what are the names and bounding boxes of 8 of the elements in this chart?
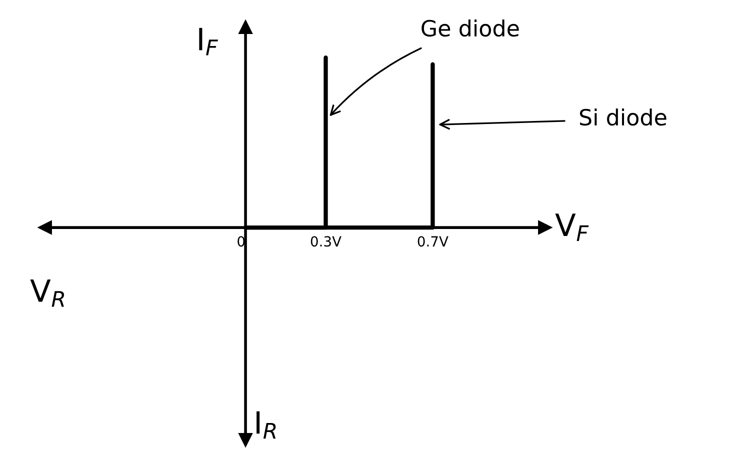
text: Si diode — [580, 108, 666, 126]
x-tick-label: 0.3V — [310, 236, 342, 247]
text: Ge diode — [422, 19, 519, 37]
x-axis-title: V$_{F}$ — [555, 214, 589, 241]
y-axis-title: I$_{F}$ — [199, 28, 218, 56]
text: V$_{R}$ — [30, 279, 64, 307]
x-tick-label: 0.7V — [418, 236, 448, 247]
text: I$_{R}$ — [256, 411, 276, 439]
